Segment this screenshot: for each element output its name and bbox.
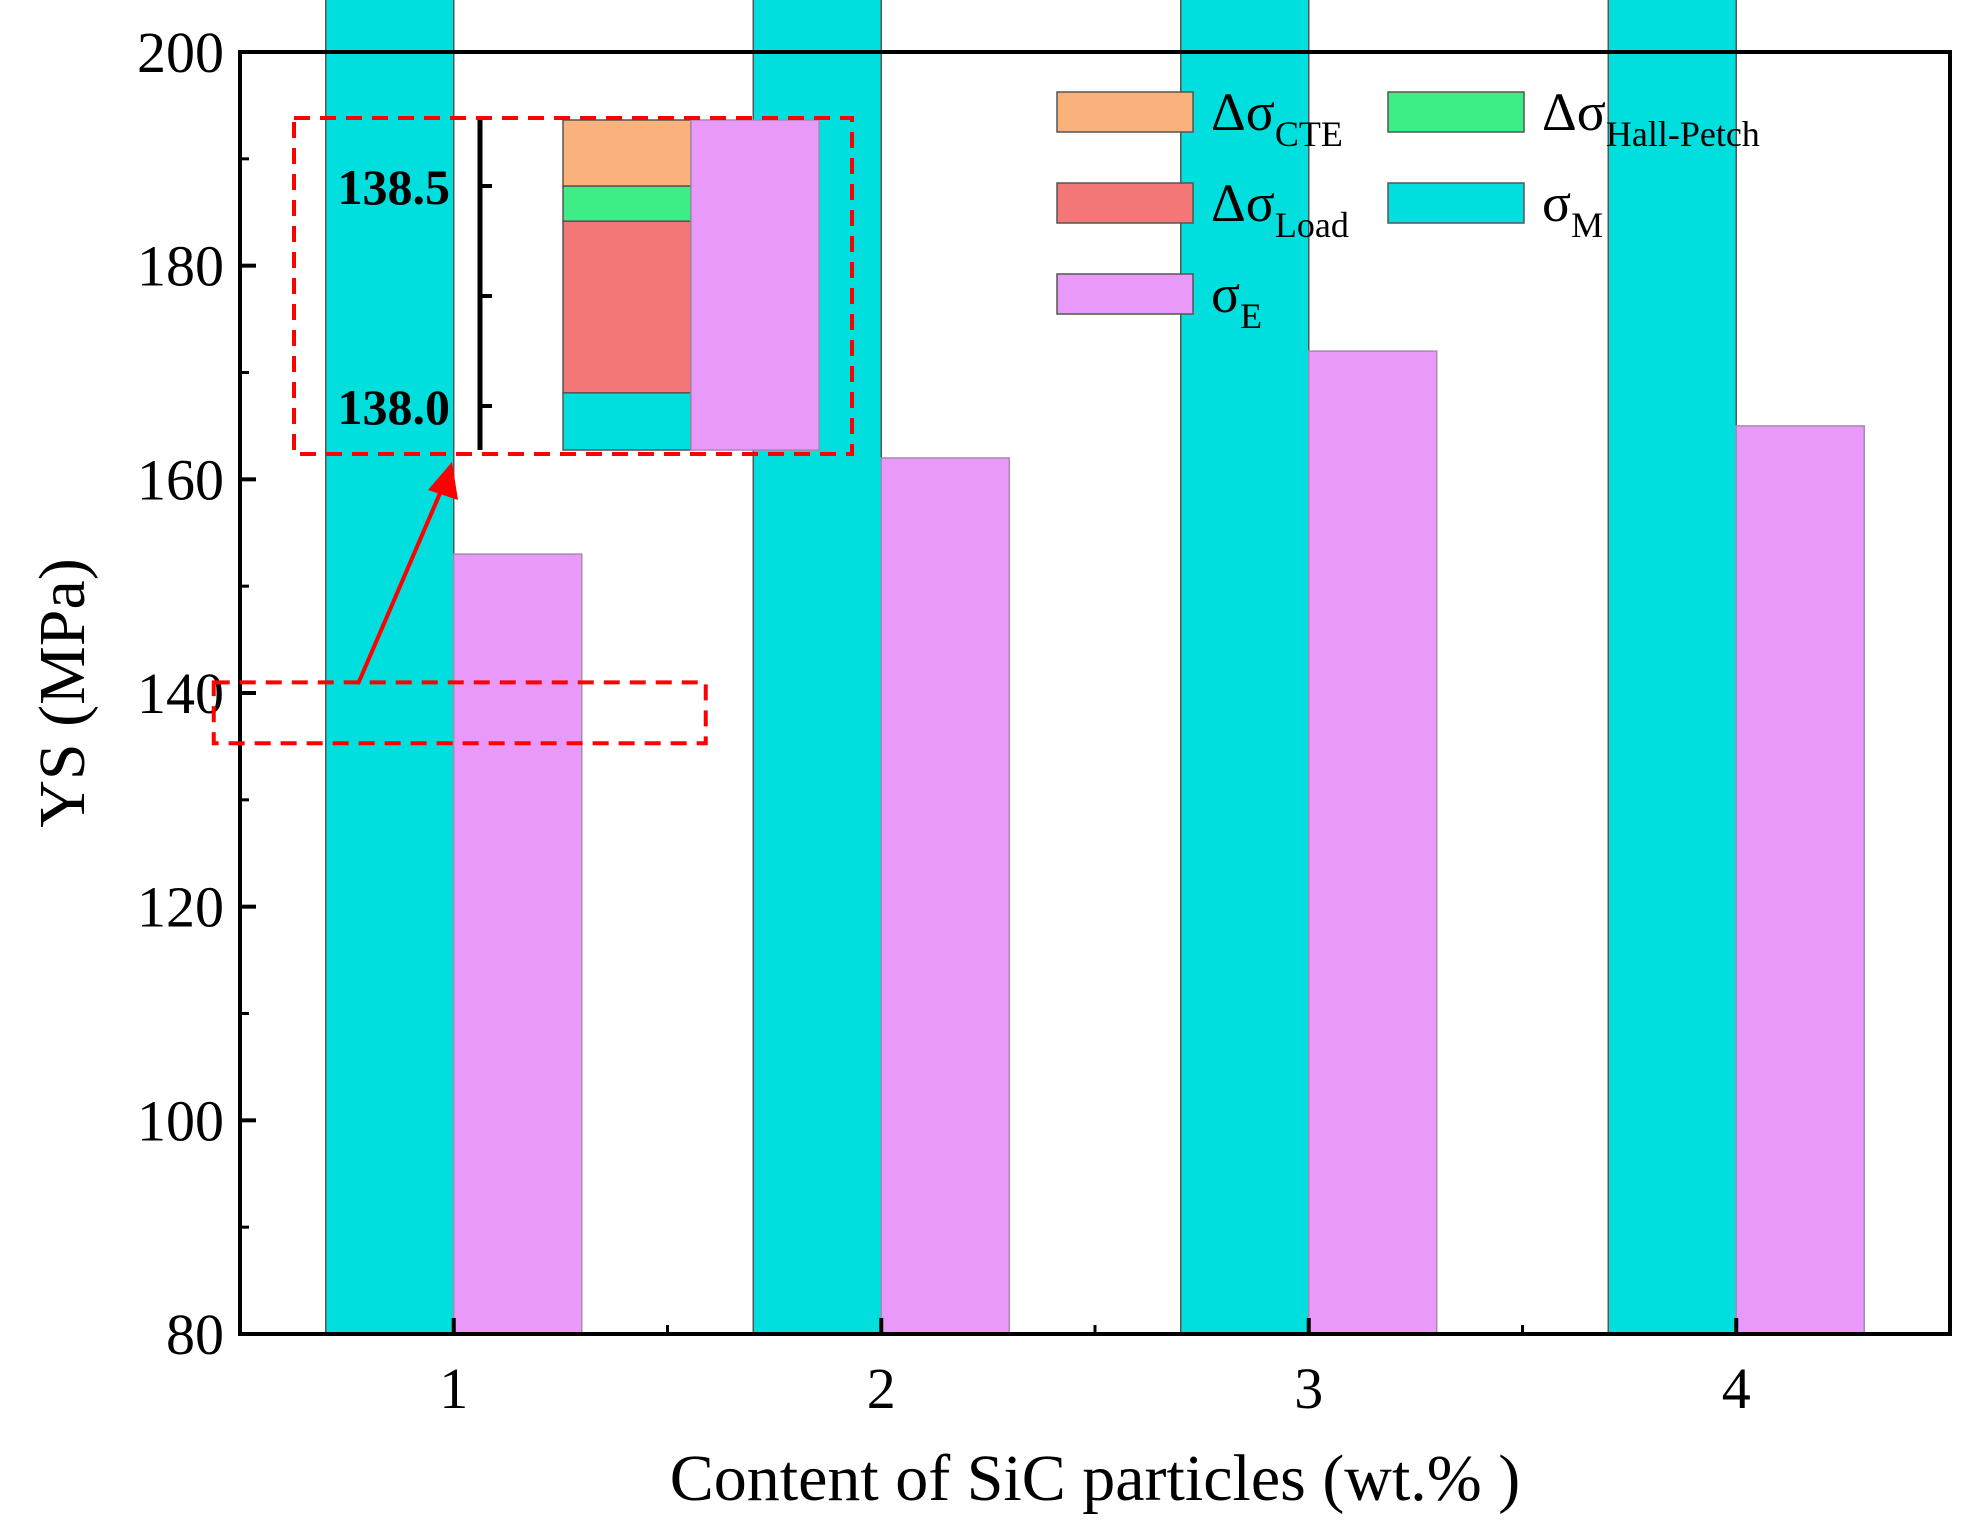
y-tick-label-180: 180 [137, 234, 224, 299]
inset-tick-label-138.5: 138.5 [338, 159, 451, 215]
bar-sigma_M-4 [1607, 0, 1737, 1335]
legend-label-sigma_E: σE [1211, 264, 1262, 336]
x-tick-label-1: 1 [439, 1356, 468, 1421]
legend-swatch-hall_petch [1387, 91, 1525, 133]
axes-layer: 80 100 120 140 160 180 200 1 2 3 4 [137, 20, 1952, 1421]
legend-swatch-sigma_E [1056, 273, 1194, 315]
legend-label-hall_petch: ΔσHall-Petch [1542, 82, 1760, 154]
legend-label-sigma_M: σM [1542, 173, 1603, 245]
y-tick-label-120: 120 [137, 875, 224, 940]
y-tick-label-100: 100 [137, 1088, 224, 1153]
inset-bar-cte [562, 119, 692, 187]
inset-zoom: 138.5 138.0 [292, 116, 854, 685]
legend-subscript: E [1240, 296, 1262, 336]
inset-frame [292, 116, 854, 456]
legend-subscript: CTE [1275, 114, 1343, 154]
legend-subscript: Hall-Petch [1606, 114, 1760, 154]
legend-label-load: ΔσLoad [1211, 173, 1349, 245]
bar-sigma_E-3 [1308, 350, 1438, 1335]
y-axis-title: YS (MPa) [26, 558, 99, 828]
zoom-region-box [211, 680, 708, 746]
bar-sigma_M-3 [1180, 0, 1310, 1335]
bar-sigma_E-1 [453, 553, 583, 1335]
legend-symbol: Δσ [1542, 82, 1606, 142]
x-tick-label-2: 2 [867, 1356, 896, 1421]
x-tick-label-4: 4 [1722, 1356, 1751, 1421]
inset-bar-sigma_E [690, 119, 820, 451]
legend-symbol: Δσ [1211, 82, 1275, 142]
legend-swatch-cte [1056, 91, 1194, 133]
bar-sigma_E-2 [880, 457, 1010, 1335]
legend-swatch-load [1056, 182, 1194, 224]
inset-tick-label-138.0: 138.0 [338, 379, 451, 435]
legend-label-cte: ΔσCTE [1211, 82, 1343, 154]
legend-symbol: Δσ [1211, 173, 1275, 233]
legend-subscript: Load [1275, 205, 1349, 245]
y-tick-label-160: 160 [137, 447, 224, 512]
zoom-arrow-head [428, 462, 458, 500]
inset-bar-sigma_M [562, 392, 692, 451]
y-tick-label-200: 200 [137, 20, 224, 85]
y-tick-label-80: 80 [166, 1302, 224, 1367]
legend-swatch-sigma_M [1387, 182, 1525, 224]
legend-symbol: σ [1542, 173, 1571, 233]
bar-sigma_M-1 [325, 0, 455, 1335]
bar-sigma_E-4 [1735, 425, 1865, 1335]
legend-symbol: σ [1211, 264, 1240, 324]
x-tick-label-3: 3 [1294, 1356, 1323, 1421]
zoom-highlight [211, 680, 708, 746]
inset-bar-load [562, 220, 692, 394]
bars-layer [325, 0, 1865, 1335]
zoom-arrow-line [356, 483, 446, 685]
legend-subscript: M [1571, 205, 1603, 245]
y-tick-label-140: 140 [137, 661, 224, 726]
x-axis-title: Content of SiC particles (wt.% ) [670, 1442, 1521, 1515]
inset-bar-hall_petch [562, 185, 692, 222]
